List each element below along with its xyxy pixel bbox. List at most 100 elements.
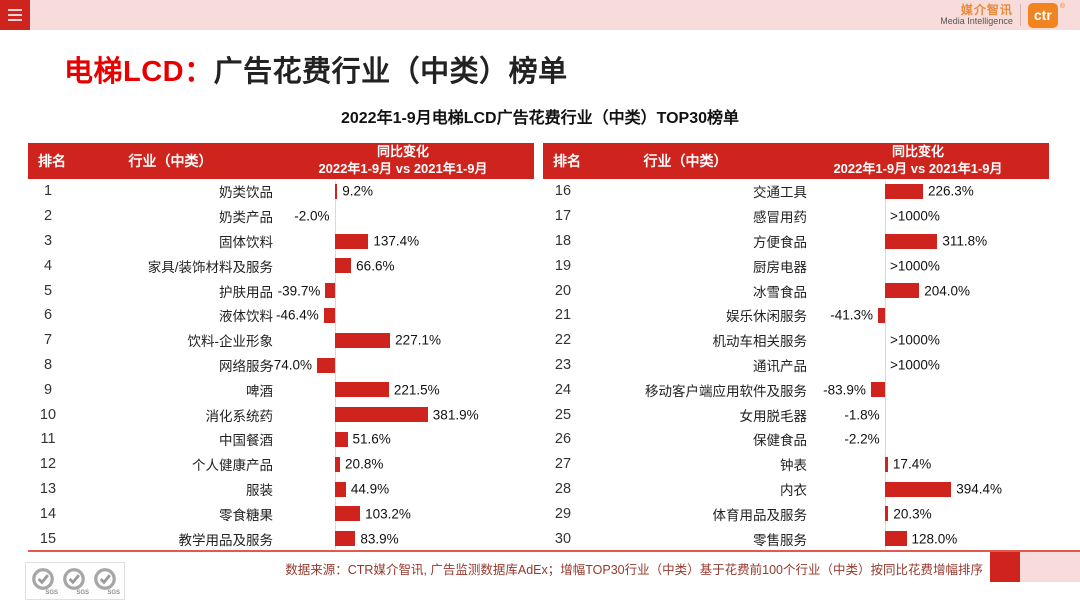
change-value: >1000% (890, 357, 940, 373)
industry-label: 方便食品 (753, 234, 807, 250)
rank-cell: 15 (39, 530, 57, 547)
rank-cell: 13 (39, 480, 57, 497)
rank-cell: 14 (39, 505, 57, 522)
change-bar (335, 382, 389, 398)
change-value: -41.3% (830, 307, 874, 323)
industry-label: 家具/装饰材料及服务 (147, 259, 273, 275)
industry-label: 移动客户端应用软件及服务 (645, 383, 807, 399)
change-bar (335, 432, 348, 447)
rank-cell: 3 (43, 232, 53, 249)
change-bar (885, 184, 924, 199)
header-change-title: 同比变化 (891, 144, 944, 160)
industry-label: 固体饮料 (219, 234, 273, 250)
table-row: 10 消化系统药 381.9% (28, 402, 534, 427)
change-value: -39.7% (277, 283, 321, 299)
industry-label: 个人健康产品 (192, 458, 273, 474)
table-row: 23 通讯产品 >1000% (543, 353, 1049, 378)
sgs-logo-icon: SGS (92, 566, 120, 596)
change-value: 83.9% (360, 531, 399, 547)
rank-cell: 2 (43, 208, 53, 225)
rank-cell: 6 (43, 307, 53, 324)
industry-label: 冰雪食品 (753, 284, 807, 300)
change-value: >1000% (890, 258, 940, 274)
table-row: 3 固体饮料 137.4% (28, 229, 534, 254)
table-row: 7 饮料-企业形象 227.1% (28, 328, 534, 353)
header-industry: 行业（中类） (128, 153, 213, 169)
industry-label: 通讯产品 (753, 358, 807, 374)
change-bar (335, 184, 338, 199)
change-value: 221.5% (393, 382, 440, 398)
rank-cell: 18 (554, 232, 572, 249)
rank-cell: 9 (43, 381, 53, 398)
change-value: -2.0% (294, 208, 330, 224)
header-change-period: 2022年1-9月 vs 2021年1-9月 (833, 161, 1003, 176)
change-value: 44.9% (350, 481, 390, 497)
table-row: 28 内衣 394.4% (543, 477, 1049, 502)
change-bar (335, 258, 352, 274)
rank-cell: 27 (554, 456, 572, 473)
menu-button[interactable] (0, 0, 30, 30)
industry-label: 交通工具 (753, 185, 807, 201)
change-bar (323, 308, 335, 323)
industry-label: 啤酒 (246, 383, 273, 399)
change-value: -74.0% (269, 357, 313, 373)
rank-cell: 8 (43, 356, 53, 373)
change-value: 226.3% (928, 183, 974, 199)
rank-cell: 19 (554, 257, 572, 274)
table-row: 27 钟表 17.4% (543, 452, 1049, 477)
sgs-logo-icon: SGS (30, 566, 58, 596)
industry-label: 中国餐酒 (219, 433, 273, 449)
table-row: 15 教学用品及服务 83.9% (28, 526, 534, 551)
title-highlight: 电梯LCD： (64, 56, 214, 88)
rank-cell: 20 (554, 282, 572, 299)
industry-label: 机动车相关服务 (712, 334, 808, 350)
table-header: 排名 行业（中类） 同比变化 2022年1-9月 vs 2021年1-9月 (28, 143, 534, 179)
change-bar (335, 531, 356, 547)
rank-cell: 11 (40, 431, 56, 448)
industry-label: 厨房电器 (753, 259, 807, 275)
header-change-title: 同比变化 (376, 144, 429, 160)
change-bar (885, 531, 907, 547)
footer-divider (28, 550, 1080, 552)
header-rank: 排名 (38, 153, 66, 169)
change-bar (335, 506, 361, 522)
change-value: >1000% (890, 208, 940, 224)
change-value: 9.2% (342, 183, 374, 199)
change-bar (335, 407, 428, 423)
rank-cell: 16 (554, 183, 572, 200)
industry-label: 零售服务 (753, 532, 807, 548)
change-bar (885, 456, 888, 472)
table-row: 18 方便食品 311.8% (543, 229, 1049, 254)
ranking-table-left: 排名 行业（中类） 同比变化 2022年1-9月 vs 2021年1-9月 1 奶… (28, 143, 534, 551)
industry-label: 体育用品及服务 (712, 507, 808, 523)
table-row: 25 女用脱毛器 -1.8% (543, 402, 1049, 427)
industry-label: 内衣 (780, 482, 807, 498)
industry-label: 服装 (246, 482, 273, 498)
rank-cell: 12 (39, 456, 57, 473)
table-row: 12 个人健康产品 20.8% (28, 452, 534, 477)
change-value: 17.4% (892, 456, 932, 472)
table-row: 21 娱乐休闲服务 -41.3% (543, 303, 1049, 328)
table-row: 13 服装 44.9% (28, 477, 534, 502)
axis-line (885, 181, 886, 549)
table-row: 29 体育用品及服务 20.3% (543, 501, 1049, 526)
change-value: 103.2% (365, 506, 411, 522)
ranking-table-right: 排名 行业（中类） 同比变化 2022年1-9月 vs 2021年1-9月 16… (543, 143, 1049, 551)
rank-cell: 17 (554, 208, 572, 225)
rank-cell: 5 (43, 282, 53, 299)
table-row: 20 冰雪食品 204.0% (543, 278, 1049, 303)
axis-line (335, 181, 336, 549)
change-bar (335, 481, 346, 497)
table-row: 5 护肤用品 -39.7% (28, 278, 534, 303)
change-value: 137.4% (373, 233, 420, 249)
industry-label: 消化系统药 (205, 408, 274, 424)
change-value: 204.0% (924, 283, 971, 299)
rank-cell: 1 (43, 183, 53, 200)
rank-cell: 26 (554, 431, 572, 448)
header-change: 同比变化 2022年1-9月 vs 2021年1-9月 (788, 144, 1048, 178)
industry-label: 感冒用药 (753, 210, 807, 226)
industry-label: 零食糖果 (219, 507, 273, 523)
rank-cell: 21 (554, 307, 572, 324)
table-row: 4 家具/装饰材料及服务 66.6% (28, 253, 534, 278)
change-bar (335, 233, 369, 249)
